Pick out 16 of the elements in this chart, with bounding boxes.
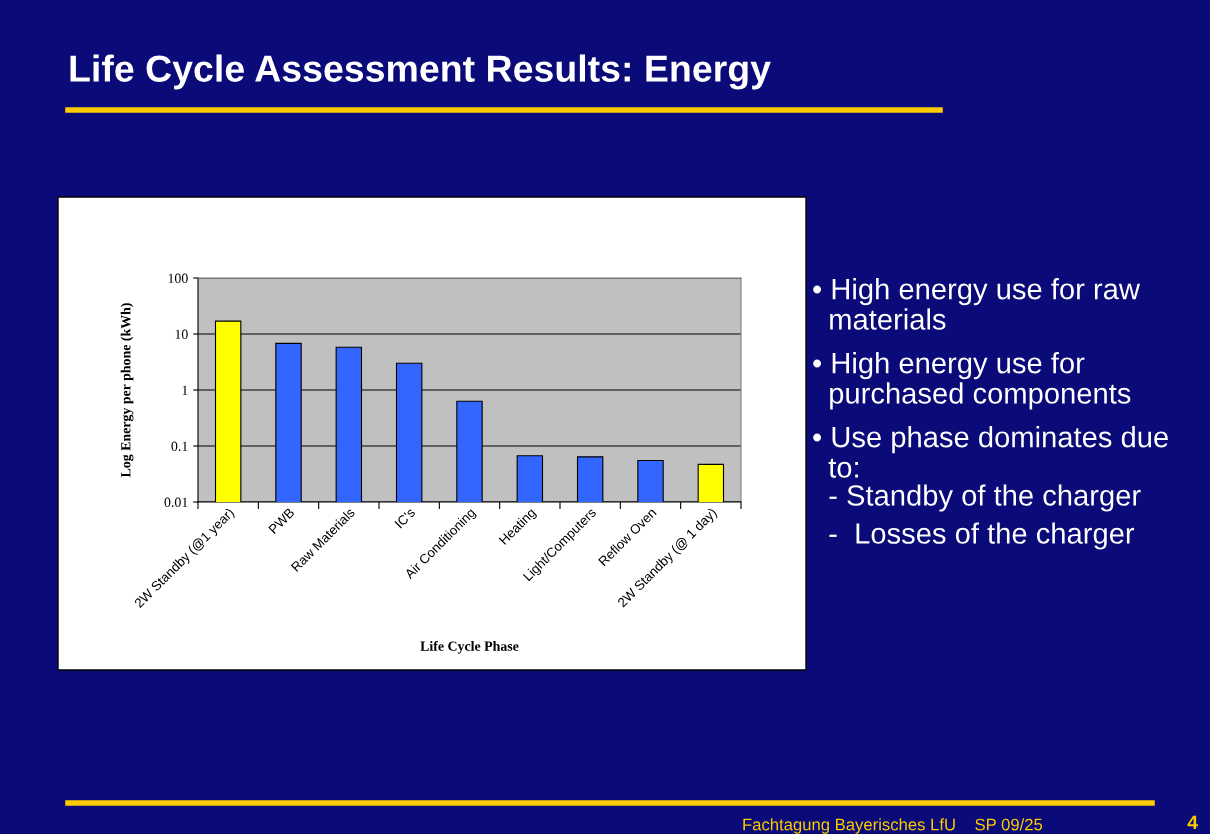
y-tick-label: 100 (168, 273, 188, 283)
text: - Standby of the charger (829, 484, 1141, 512)
y-axis-title: Log Energy per phone (kWh) (120, 303, 134, 478)
y-tick-label: 1 (182, 385, 188, 395)
x-tick-label: IC's (394, 507, 416, 529)
x-axis-title: Life Cycle Phase (420, 640, 519, 654)
chart-title: Life Cycle Assessment Results: Energy (70, 54, 771, 90)
y-tick-label: 0.01 (164, 497, 188, 508)
text: • High energy use for raw materials (813, 278, 1141, 330)
y-tick-label: 10 (175, 329, 188, 339)
text: • Use phase dominates due to: (813, 426, 1168, 478)
text: - Losses of the charger (829, 522, 1135, 550)
text: 4 (1187, 815, 1198, 830)
y-tick-label: 0.1 (171, 441, 188, 452)
text: Fachtagung Bayerisches LfU SP 09/25 (743, 818, 1043, 834)
text: • High energy use for purchased components (813, 352, 1131, 410)
